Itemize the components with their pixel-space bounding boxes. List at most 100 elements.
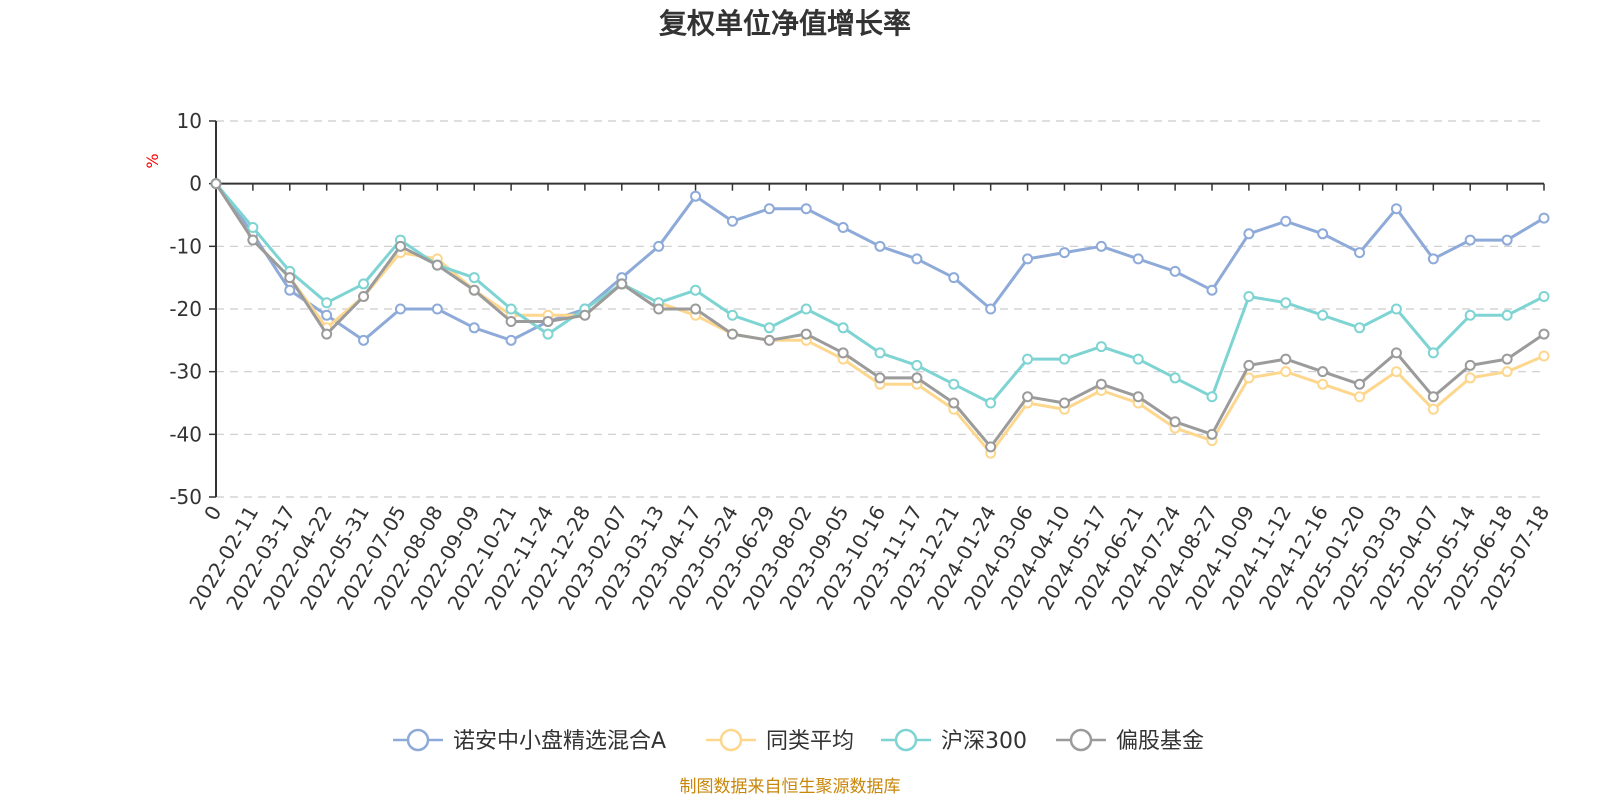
- data-point: [837, 322, 849, 334]
- series-line-0: [214, 182, 1545, 342]
- data-point: [800, 328, 812, 340]
- data-point: [542, 316, 554, 328]
- data-point: [985, 397, 997, 409]
- data-point: [1206, 428, 1218, 440]
- data-point: [247, 234, 259, 246]
- data-point: [505, 303, 517, 315]
- data-point: [763, 334, 775, 346]
- data-point: [1464, 309, 1476, 321]
- data-point: [1390, 303, 1402, 315]
- data-point: [1317, 366, 1329, 378]
- data-point: [1243, 290, 1255, 302]
- legend-marker-icon: [894, 728, 918, 752]
- legend-label: 同类平均: [766, 729, 854, 754]
- data-point: [874, 347, 886, 359]
- data-point: [1169, 372, 1181, 384]
- data-point: [1501, 309, 1513, 321]
- data-point: [1243, 359, 1255, 371]
- legend-item[interactable]: 诺安中小盘精选混合A: [393, 728, 666, 754]
- data-point: [321, 297, 333, 309]
- data-point: [1501, 366, 1513, 378]
- data-point: [1280, 353, 1292, 365]
- data-point: [1095, 240, 1107, 252]
- data-point: [726, 215, 738, 227]
- data-point: [542, 328, 554, 340]
- data-point: [837, 347, 849, 359]
- data-point: [358, 278, 370, 290]
- data-point: [985, 303, 997, 315]
- data-point: [1058, 247, 1070, 259]
- data-point: [837, 222, 849, 234]
- data-point: [1501, 234, 1513, 246]
- data-point: [394, 240, 406, 252]
- data-point: [653, 240, 665, 252]
- data-point: [579, 309, 591, 321]
- series-line-3: [214, 182, 1545, 449]
- legend-label: 沪深300: [941, 729, 1027, 754]
- data-point: [948, 397, 960, 409]
- data-point: [468, 272, 480, 284]
- data-point: [653, 303, 665, 315]
- data-point: [911, 359, 923, 371]
- series-group: [210, 178, 1550, 459]
- data-point: [690, 303, 702, 315]
- data-point: [1464, 359, 1476, 371]
- data-point: [1538, 212, 1550, 224]
- data-point: [1317, 378, 1329, 390]
- y-tick-label: -40: [169, 422, 202, 446]
- legend[interactable]: 诺安中小盘精选混合A 同类平均 沪深300 偏股基金: [393, 728, 1204, 754]
- data-point: [1280, 297, 1292, 309]
- data-point: [394, 303, 406, 315]
- data-point: [1132, 391, 1144, 403]
- data-point: [800, 203, 812, 215]
- data-point: [1538, 290, 1550, 302]
- chart-title: 复权单位净值增长率: [659, 7, 911, 40]
- y-tick-label: -20: [169, 297, 202, 321]
- data-point: [468, 322, 480, 334]
- legend-item[interactable]: 偏股基金: [1056, 728, 1204, 754]
- data-point: [1095, 378, 1107, 390]
- data-point: [284, 272, 296, 284]
- data-point: [800, 303, 812, 315]
- data-point: [985, 441, 997, 453]
- data-point: [1132, 353, 1144, 365]
- data-point: [763, 203, 775, 215]
- data-point: [468, 284, 480, 296]
- data-point: [1206, 391, 1218, 403]
- series-line-1: [214, 182, 1545, 455]
- data-point: [1317, 228, 1329, 240]
- data-point: [1427, 253, 1439, 265]
- data-point: [1464, 372, 1476, 384]
- data-point: [763, 322, 775, 334]
- y-tick-label: 0: [189, 172, 202, 196]
- data-point: [1058, 353, 1070, 365]
- legend-label: 诺安中小盘精选混合A: [453, 729, 666, 754]
- legend-item[interactable]: 同类平均: [706, 728, 854, 754]
- data-point: [1243, 372, 1255, 384]
- y-axis-label: %: [143, 153, 162, 168]
- data-point: [1390, 347, 1402, 359]
- data-point: [1538, 350, 1550, 362]
- data-point: [321, 309, 333, 321]
- data-point: [948, 378, 960, 390]
- data-point: [1354, 391, 1366, 403]
- data-point: [1169, 416, 1181, 428]
- data-point: [505, 334, 517, 346]
- legend-item[interactable]: 沪深300: [881, 728, 1027, 754]
- data-point: [911, 372, 923, 384]
- data-point: [1317, 309, 1329, 321]
- x-tick-label: 0: [199, 502, 226, 525]
- data-point: [284, 284, 296, 296]
- data-point: [1390, 203, 1402, 215]
- data-point: [431, 303, 443, 315]
- data-point: [1390, 366, 1402, 378]
- data-point: [210, 178, 222, 190]
- data-point: [690, 284, 702, 296]
- data-point: [1427, 403, 1439, 415]
- series-line-2: [214, 182, 1545, 405]
- data-point: [911, 253, 923, 265]
- data-point: [1243, 228, 1255, 240]
- data-point: [1132, 253, 1144, 265]
- data-point: [247, 222, 259, 234]
- y-tick-label: -10: [169, 234, 202, 258]
